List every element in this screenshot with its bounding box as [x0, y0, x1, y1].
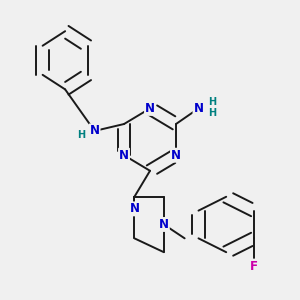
Text: N: N — [119, 149, 129, 162]
Text: N: N — [194, 102, 203, 115]
Text: F: F — [250, 260, 258, 272]
Text: N: N — [159, 218, 169, 231]
Text: N: N — [171, 149, 181, 162]
Text: H: H — [77, 130, 86, 140]
Text: N: N — [129, 202, 140, 215]
Text: N: N — [90, 124, 100, 137]
Text: N: N — [145, 102, 155, 115]
Text: H: H — [208, 108, 216, 118]
Text: H: H — [208, 97, 216, 107]
